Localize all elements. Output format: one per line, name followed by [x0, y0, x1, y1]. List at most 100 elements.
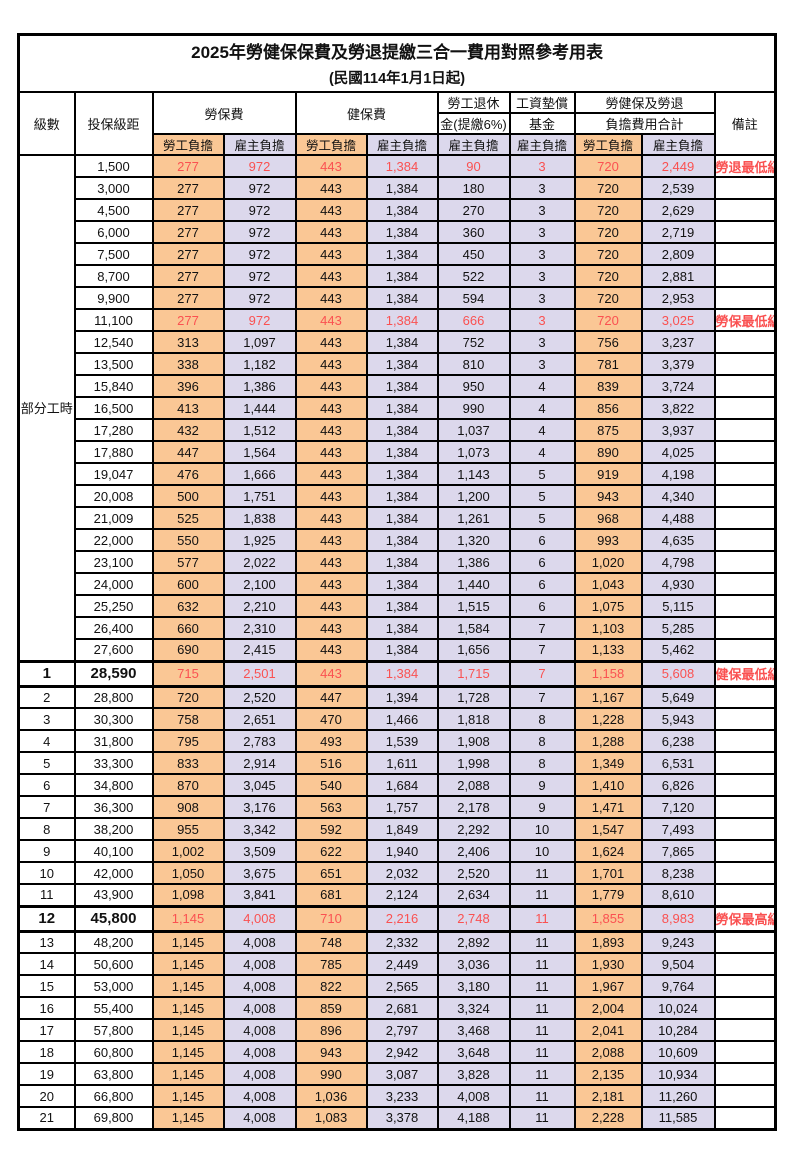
bracket-cell: 19,047 [73, 462, 154, 486]
value-cell: 6,238 [640, 729, 716, 753]
bracket-cell: 11,100 [73, 308, 154, 332]
remark-cell [713, 616, 777, 640]
value-cell: 4,025 [640, 440, 716, 464]
value-cell: 4,008 [222, 930, 297, 954]
value-cell: 443 [294, 330, 368, 354]
value-cell: 785 [294, 952, 368, 976]
value-cell: 10,024 [640, 996, 716, 1020]
value-cell: 11,260 [640, 1084, 716, 1108]
value-cell: 2,881 [640, 264, 716, 288]
bracket-cell: 53,000 [73, 974, 154, 998]
bracket-cell: 15,840 [73, 374, 154, 398]
value-cell: 660 [151, 616, 225, 640]
value-cell: 3,675 [222, 861, 297, 885]
bracket-cell: 50,600 [73, 952, 154, 976]
remark-cell [713, 418, 777, 442]
value-cell: 6 [508, 550, 576, 574]
value-cell: 1,145 [151, 1040, 225, 1064]
value-cell: 180 [436, 176, 511, 200]
remark-cell [713, 795, 777, 819]
value-cell: 5,462 [640, 638, 716, 662]
value-cell: 443 [294, 659, 368, 688]
bracket-cell: 38,200 [73, 817, 154, 841]
remark-cell [713, 1062, 777, 1086]
value-cell: 3 [508, 352, 576, 376]
bracket-cell: 23,100 [73, 550, 154, 574]
table-row: 10 42,000 1,050 3,675 651 2,032 2,520 11 1,701 8,… [17, 861, 777, 885]
value-cell: 11 [508, 1018, 576, 1042]
value-cell: 1,200 [436, 484, 511, 508]
bracket-cell: 25,250 [73, 594, 154, 618]
bracket-cell: 55,400 [73, 996, 154, 1020]
table-row: 3 30,300 758 2,651 470 1,466 1,818 8 1,228 5,943 [17, 707, 777, 731]
value-cell: 1,384 [365, 572, 439, 596]
value-cell: 600 [151, 572, 225, 596]
table-row: 9,900 277 972 443 1,384 594 3 720 2,953 [19, 286, 777, 310]
value-cell: 2,216 [365, 904, 439, 933]
value-cell: 11 [508, 996, 576, 1020]
value-cell: 4,930 [640, 572, 716, 596]
value-cell: 4,008 [436, 1084, 511, 1108]
value-cell: 1,394 [365, 685, 439, 709]
value-cell: 1,145 [151, 1106, 225, 1130]
bracket-cell: 17,880 [73, 440, 154, 464]
header-total-employee-share: 勞工負擔 [573, 133, 643, 156]
value-cell: 4,008 [222, 1040, 297, 1064]
bracket-cell: 20,008 [73, 484, 154, 508]
table-row: 8 38,200 955 3,342 592 1,849 2,292 10 1,547 7,493 [17, 817, 777, 841]
value-cell: 2,332 [365, 930, 439, 954]
value-cell: 443 [294, 528, 368, 552]
value-cell: 1,466 [365, 707, 439, 731]
value-cell: 720 [573, 176, 643, 200]
remark-cell [713, 883, 777, 907]
bracket-cell: 43,900 [73, 883, 154, 907]
value-cell: 2,953 [640, 286, 716, 310]
value-cell: 443 [294, 572, 368, 596]
value-cell: 2,892 [436, 930, 511, 954]
table-row: 6 34,800 870 3,045 540 1,684 2,088 9 1,410 6,826 [17, 773, 777, 797]
remark-cell [713, 1018, 777, 1042]
value-cell: 1,384 [365, 528, 439, 552]
value-cell: 4,008 [222, 952, 297, 976]
value-cell: 1,384 [365, 176, 439, 200]
remark-cell [713, 374, 777, 398]
value-cell: 1,002 [151, 839, 225, 863]
remark-cell [713, 930, 777, 954]
value-cell: 8 [508, 707, 576, 731]
value-cell: 2,181 [573, 1084, 643, 1108]
value-cell: 2,135 [573, 1062, 643, 1086]
value-cell: 2,406 [436, 839, 511, 863]
level-cell: 7 [17, 795, 76, 819]
remark-cell [713, 176, 777, 200]
header-labor-group: 勞保費 [151, 91, 297, 135]
value-cell: 443 [294, 242, 368, 266]
value-cell: 1,611 [365, 751, 439, 775]
value-cell: 1,145 [151, 1084, 225, 1108]
bracket-cell: 42,000 [73, 861, 154, 885]
value-cell: 710 [294, 904, 368, 933]
value-cell: 833 [151, 751, 225, 775]
value-cell: 2,022 [222, 550, 297, 574]
value-cell: 8,610 [640, 883, 716, 907]
value-cell: 277 [151, 242, 225, 266]
header-health-employer-share: 雇主負擔 [365, 133, 439, 156]
value-cell: 3 [508, 242, 576, 266]
table-body: 部分工時1,5002779724431,3849037202,449勞退最低級距… [17, 154, 777, 1130]
value-cell: 990 [436, 396, 511, 420]
value-cell: 720 [573, 220, 643, 244]
remark-cell [713, 440, 777, 464]
bracket-cell: 30,300 [73, 707, 154, 731]
table-row: 8,700 277 972 443 1,384 522 3 720 2,881 [19, 264, 777, 288]
value-cell: 7 [508, 685, 576, 709]
table-row: 1 28,590 715 2,501 443 1,384 1,715 7 1,158 5,608 健… [17, 659, 777, 688]
value-cell: 443 [294, 176, 368, 200]
value-cell: 3,648 [436, 1040, 511, 1064]
bracket-cell: 27,600 [73, 638, 154, 662]
table-row: 15 53,000 1,145 4,008 822 2,565 3,180 11 1,967 9,… [17, 974, 777, 998]
value-cell: 1,684 [365, 773, 439, 797]
remark-cell [713, 242, 777, 266]
value-cell: 859 [294, 996, 368, 1020]
value-cell: 1,384 [365, 638, 439, 662]
